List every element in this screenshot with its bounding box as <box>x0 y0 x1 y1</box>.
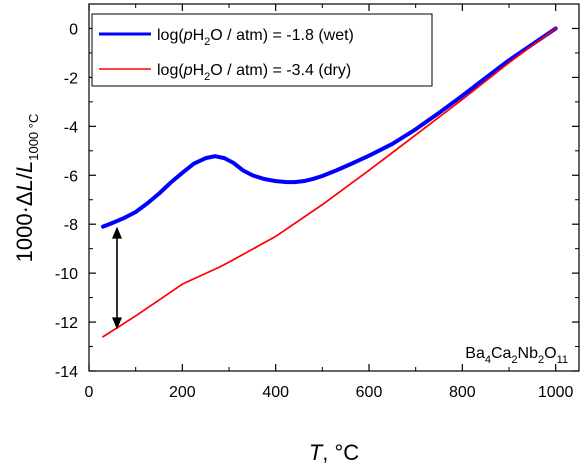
x-tick-label: 1000 <box>538 384 574 401</box>
x-axis-label: T, °C <box>309 440 359 465</box>
y-tick-label: -10 <box>55 266 78 283</box>
double-arrow <box>112 226 122 330</box>
series-line-dry <box>102 27 557 338</box>
legend-label-dry: log(pH2O / atm) = -3.4 (dry) <box>157 62 351 83</box>
x-tick-label: 400 <box>262 384 289 401</box>
legend-box <box>91 13 433 87</box>
y-tick-label: -12 <box>55 315 78 332</box>
compound-label: Ba4Ca2Nb2O11 <box>465 345 568 366</box>
x-tick-label: 200 <box>169 384 196 401</box>
plot-frame <box>88 3 580 372</box>
x-tick-label: 800 <box>449 384 476 401</box>
y-tick-label: -4 <box>64 119 78 136</box>
y-tick-label: -8 <box>64 217 78 234</box>
series-group <box>101 26 558 338</box>
legend-label-wet: log(pH2O / atm) = -1.8 (wet) <box>157 27 354 48</box>
x-tick-label: 0 <box>85 384 94 401</box>
arrow-head-up <box>112 226 122 239</box>
ticks: 0 200 400 600 800 1000 0 -2 -4 -6 -8 -10 -12 -14 <box>55 3 579 401</box>
y-tick-label: 0 <box>69 21 78 38</box>
y-tick-label: -6 <box>64 168 78 185</box>
series-line-wet <box>101 26 558 229</box>
x-tick-label: 600 <box>356 384 383 401</box>
y-tick-label: -14 <box>55 364 78 381</box>
arrow-head-down <box>112 317 122 330</box>
y-tick-label: -2 <box>64 70 78 87</box>
y-axis-label: 1000·ΔL/L1000 °C <box>12 114 41 263</box>
legend: log(pH2O / atm) = -1.8 (wet) log(pH2O / … <box>91 13 433 87</box>
